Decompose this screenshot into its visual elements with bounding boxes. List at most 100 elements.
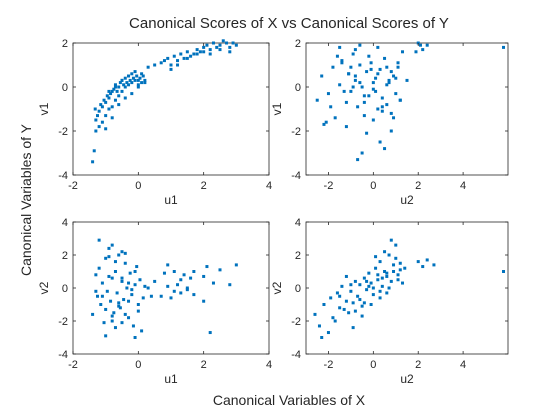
data-point (93, 107, 97, 111)
data-point (234, 263, 238, 267)
data-point (425, 43, 429, 47)
x-tick-label: 4 (460, 180, 466, 192)
data-point (136, 78, 140, 82)
data-point (110, 243, 114, 247)
data-point (107, 96, 111, 100)
data-point (326, 331, 330, 335)
data-point (365, 70, 369, 74)
data-point (211, 41, 215, 45)
data-point (389, 111, 393, 115)
data-point (374, 255, 378, 259)
data-point (353, 78, 357, 82)
data-point (107, 255, 111, 259)
data-point (97, 266, 101, 270)
data-point (351, 85, 355, 89)
data-point (166, 284, 170, 288)
x-tick-label: 0 (135, 359, 141, 371)
data-point (123, 76, 127, 80)
data-point (331, 65, 335, 69)
data-point (182, 56, 186, 60)
data-point (208, 48, 212, 52)
data-point (387, 286, 391, 290)
data-point (371, 286, 375, 290)
data-point (344, 274, 348, 278)
data-point (315, 98, 319, 102)
data-point (107, 274, 111, 278)
data-point (140, 72, 144, 76)
data-point (234, 43, 238, 47)
data-point (383, 56, 387, 60)
data-point (120, 250, 124, 254)
figure-title: Canonical Scores of X vs Canonical Score… (129, 15, 449, 32)
x-axis-label: u2 (400, 372, 414, 386)
data-point (215, 45, 219, 49)
data-point (110, 89, 114, 93)
data-point (358, 43, 362, 47)
data-point (398, 268, 402, 272)
data-point (349, 65, 353, 69)
data-point (333, 319, 337, 323)
data-point (123, 85, 127, 89)
data-point (398, 261, 402, 265)
data-point (389, 279, 393, 283)
data-point (96, 114, 99, 118)
data-point (396, 65, 400, 69)
data-point (110, 105, 114, 109)
data-point (340, 61, 344, 65)
x-tick-label: 0 (135, 180, 141, 192)
data-point (128, 271, 132, 275)
data-point (344, 100, 348, 104)
figure-xlabel: Canonical Variables of X (213, 392, 366, 408)
data-point (104, 100, 108, 104)
x-tick-label: -2 (324, 180, 334, 192)
data-point (389, 129, 393, 133)
data-point (396, 273, 400, 277)
data-point (360, 314, 364, 318)
data-point (143, 81, 147, 85)
data-point (153, 279, 157, 283)
data-point (358, 81, 362, 85)
data-point (421, 265, 425, 269)
x-tick-label: 2 (415, 359, 421, 371)
data-point (432, 263, 436, 267)
data-point (138, 76, 142, 80)
data-point (320, 74, 324, 78)
data-point (131, 324, 135, 328)
data-point (385, 271, 389, 275)
data-point (172, 54, 176, 58)
data-point (344, 299, 348, 303)
data-point (122, 298, 126, 302)
data-point (133, 270, 137, 273)
data-point (347, 311, 351, 315)
data-point (104, 127, 108, 131)
data-point (380, 109, 384, 113)
data-point (115, 89, 119, 93)
data-point (228, 50, 232, 54)
x-tick-label: 2 (201, 359, 207, 371)
data-point (125, 81, 129, 85)
data-point (185, 288, 189, 292)
data-point (96, 294, 99, 298)
y-axis-label: v2 (270, 281, 284, 294)
data-point (338, 294, 342, 298)
data-point (133, 70, 137, 74)
data-point (169, 67, 173, 71)
x-tick-label: -2 (324, 359, 334, 371)
data-point (338, 83, 342, 87)
data-point (385, 65, 389, 69)
data-point (159, 61, 163, 65)
data-point (396, 278, 400, 282)
data-point (403, 266, 407, 270)
data-point (358, 63, 362, 67)
data-point (136, 85, 140, 89)
data-point (133, 78, 137, 82)
data-point (100, 105, 104, 109)
data-point (374, 266, 378, 270)
x-tick-label: 0 (370, 180, 376, 192)
data-point (421, 48, 425, 52)
data-point (130, 72, 134, 76)
data-point (123, 261, 127, 265)
data-point (176, 63, 180, 67)
